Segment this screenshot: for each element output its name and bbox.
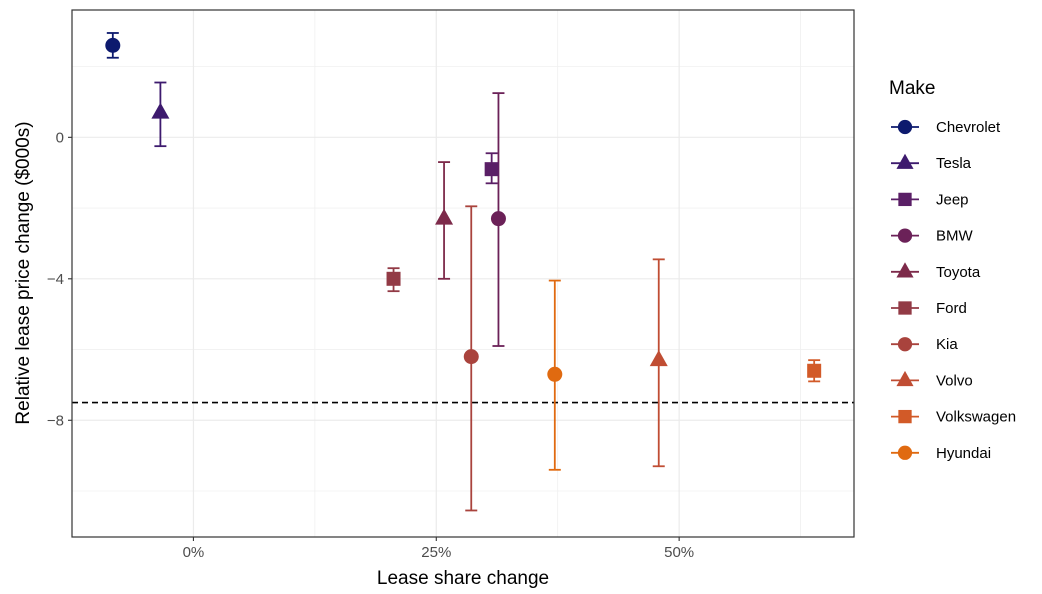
legend-items: Chevrolet Tesla Jeep BMW Toyota Ford Kia Volvo V… [891,119,1016,462]
plot-area [71,9,855,538]
x-tick-label: 50% [664,544,694,561]
point-jeep [484,162,499,177]
point-ford [386,271,401,286]
legend-key-marker-hyundai [897,445,913,460]
point-toyota [435,208,454,225]
point-kia [463,349,479,365]
legend-label-jeep: Jeep [936,191,969,208]
data-points [105,37,822,382]
point-bmw [490,211,506,227]
point-volkswagen [807,363,822,378]
legend-key-marker-ford [898,301,912,315]
legend-key-marker-volvo [896,370,914,387]
legend-item-bmw: BMW [891,228,974,245]
legend-key-marker-volkswagen [898,409,912,424]
y-axis: 0 −4 −8 [47,129,72,429]
point-hyundai [547,366,563,382]
legend-item-hyundai: Hyundai [891,445,991,462]
legend-label-volvo: Volvo [936,372,973,389]
legend-item-chevrolet: Chevrolet [891,119,1001,136]
legend-label-volkswagen: Volkswagen [936,409,1016,426]
point-chevrolet [105,37,121,53]
legend-item-ford: Ford [891,300,967,317]
legend-key-marker-kia [897,337,913,352]
legend-item-volvo: Volvo [891,370,973,389]
legend-item-kia: Kia [891,336,958,353]
legend-label-toyota: Toyota [936,264,981,281]
x-axis-title: Lease share change [377,568,549,589]
legend-key-marker-bmw [897,228,913,243]
legend-key-marker-toyota [896,262,914,278]
y-tick-label: 0 [56,129,64,146]
legend-label-hyundai: Hyundai [936,445,991,462]
point-volvo [649,350,668,367]
legend-key-marker-tesla [896,153,914,169]
grid-major [72,10,854,537]
x-tick-label: 25% [421,544,451,561]
x-axis: 0% 25% 50% [183,537,694,561]
legend-label-tesla: Tesla [936,155,972,172]
legend-item-volkswagen: Volkswagen [891,409,1016,426]
legend-label-chevrolet: Chevrolet [936,119,1001,136]
y-axis-title: Relative lease price change ($000s) [13,121,34,424]
plot-background [72,10,854,537]
legend-title: Make [889,78,935,99]
legend-item-toyota: Toyota [891,262,981,281]
x-tick-label: 0% [183,544,205,561]
legend-key-marker-jeep [898,192,912,207]
point-tesla [151,102,170,119]
y-tick-label: −4 [47,271,64,288]
legend-label-kia: Kia [936,336,958,353]
legend-item-tesla: Tesla [891,153,972,172]
y-tick-label: −8 [47,412,64,429]
legend: Make Chevrolet Tesla Jeep BMW Toyota Ford Kia V… [889,78,1016,462]
legend-item-jeep: Jeep [891,191,969,208]
legend-key-marker-chevrolet [897,119,913,135]
legend-label-bmw: BMW [936,228,974,245]
legend-label-ford: Ford [936,300,967,317]
plot-border [71,9,855,538]
